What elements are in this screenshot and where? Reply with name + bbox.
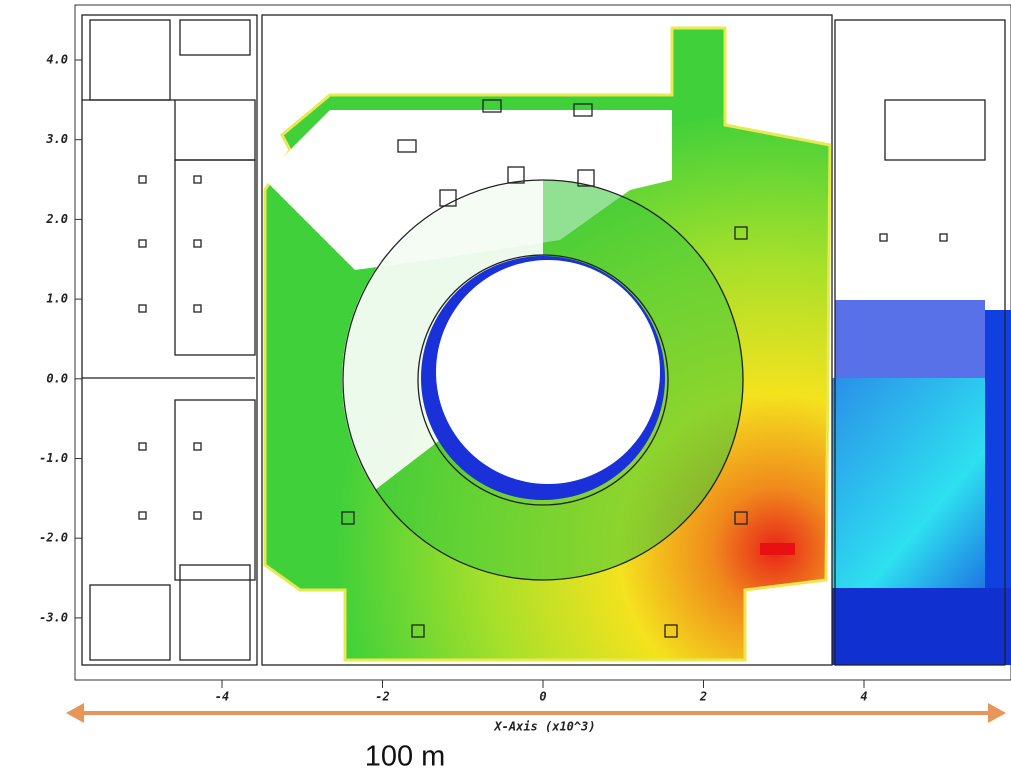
x-tick-label: 2 [699, 690, 707, 704]
y-tick-label: 3.0 [45, 132, 68, 146]
y-tick-label: 4.0 [46, 53, 68, 67]
x-tick-label: 4 [860, 690, 867, 704]
plot-area [75, 5, 1011, 680]
x-tick-label: 0 [539, 690, 546, 704]
hotspot [760, 543, 795, 555]
x-axis-label: X-Axis (x10^3) [493, 720, 595, 734]
y-tick-label: 0.0 [46, 371, 68, 385]
y-tick-label: 1.0 [46, 292, 68, 306]
y-tick-label: 2.0 [45, 212, 68, 226]
x-tick-label: -4 [215, 690, 229, 704]
y-tick-label: -2.0 [39, 531, 68, 545]
y-tick-label: -1.0 [39, 451, 68, 465]
tokamak-pit [436, 260, 660, 484]
scale-label: 100 m [365, 741, 446, 773]
y-tick-label: -3.0 [39, 610, 68, 624]
dose-map: 4.0 3.0 2.0 1.0 0.0 -1.0 -2.0 -3.0 -4 -2 0 2 4 X-Axi… [0, 0, 1011, 774]
x-tick-label: -2 [375, 690, 389, 704]
